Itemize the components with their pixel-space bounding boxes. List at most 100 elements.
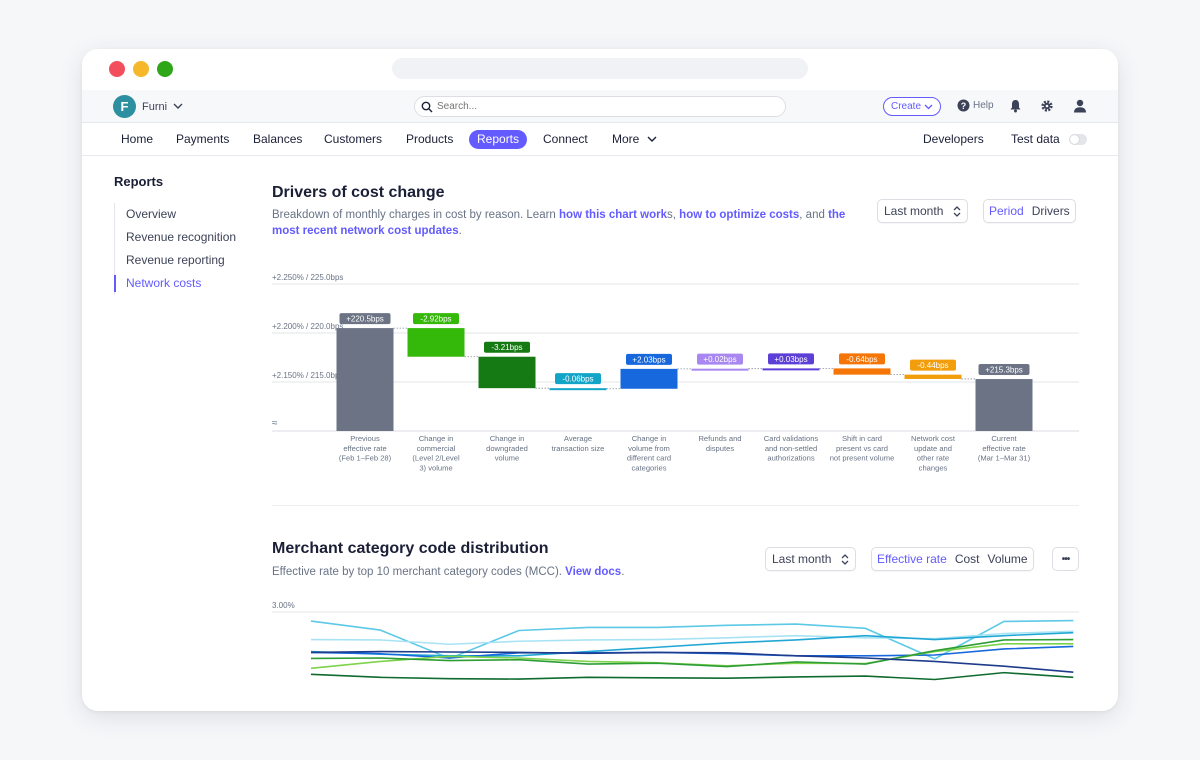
waterfall-bar (762, 368, 820, 371)
close-window-button[interactable] (109, 61, 125, 77)
bell-icon[interactable] (1009, 99, 1022, 113)
nav-balances[interactable]: Balances (253, 132, 303, 146)
search-box[interactable] (414, 96, 786, 117)
nav-customers[interactable]: Customers (324, 132, 383, 146)
drivers-desc-text: Breakdown of monthly charges in cost by … (272, 209, 560, 221)
nav-more-label: More (612, 132, 640, 146)
mcc-period-value: Last month (772, 552, 832, 566)
data-label: -0.44bps (917, 361, 948, 370)
sidebar-item-network-costs[interactable]: Network costs (114, 272, 244, 295)
x-category-label: volume from (628, 444, 670, 453)
drivers-period-select[interactable]: Last month (877, 199, 969, 223)
mcc-description: Effective rate by top 10 merchant catego… (272, 564, 624, 580)
nav-connect[interactable]: Connect (543, 132, 588, 146)
toggle-effective-rate[interactable]: Effective rate (877, 552, 947, 566)
create-button[interactable]: Create (883, 97, 942, 116)
x-category-label: Previous (350, 434, 380, 443)
more-options-icon: ••• (1061, 553, 1070, 565)
gear-icon[interactable] (1040, 99, 1054, 113)
nav-developers[interactable]: Developers (923, 132, 984, 146)
data-label: +2.03bps (632, 355, 665, 364)
chart-works-link[interactable]: how this chart work (559, 209, 668, 221)
sidebar-item-overview[interactable]: Overview (126, 207, 177, 221)
data-label: -0.06bps (562, 375, 593, 384)
updown-chevron-icon (953, 205, 961, 217)
main-nav: Home Payments Balances Customers Product… (82, 123, 1118, 156)
search-input[interactable] (437, 101, 737, 112)
x-category-label: Average (564, 434, 592, 443)
minimize-window-button[interactable] (133, 61, 149, 77)
address-bar[interactable] (392, 58, 808, 79)
x-category-label: commercial (417, 444, 456, 453)
waterfall-bar (975, 379, 1033, 431)
chevron-down-icon (173, 103, 183, 109)
waterfall-bar (336, 328, 394, 431)
help-button[interactable]: ? Help (957, 99, 994, 112)
maximize-window-button[interactable] (157, 61, 173, 77)
x-category-label: update and (914, 444, 952, 453)
series-line (310, 631, 1074, 657)
account-switcher[interactable]: F Furni (113, 95, 183, 118)
account-avatar: F (113, 95, 136, 118)
user-icon[interactable] (1073, 99, 1087, 113)
x-category-label: 3) volume (419, 463, 452, 472)
y-tick-label: +2.200% / 220.0bps (272, 322, 343, 331)
nav-products[interactable]: Products (406, 132, 454, 146)
data-label: -2.92bps (420, 315, 451, 324)
x-category-label: changes (919, 463, 948, 472)
drivers-desc-text: s, (667, 209, 680, 221)
search-icon (421, 101, 433, 112)
data-label-badge (768, 353, 814, 365)
section-divider (272, 505, 1079, 506)
x-category-label: effective rate (343, 444, 386, 453)
toggle-drivers[interactable]: Drivers (1031, 204, 1070, 218)
series-line (310, 630, 1074, 646)
waterfall-bar (691, 368, 749, 371)
network-cost-updates-link[interactable]: the most recent network cost updates (272, 209, 846, 237)
x-category-label: Network cost (911, 434, 956, 443)
nav-more[interactable]: More (604, 130, 665, 149)
series-line (310, 650, 1074, 673)
help-icon: ? (957, 99, 970, 112)
x-category-label: transaction size (552, 444, 605, 453)
mcc-period-select[interactable]: Last month (765, 547, 857, 571)
sidebar-item-revenue-recognition[interactable]: Revenue recognition (126, 230, 237, 244)
data-label: +220.5bps (346, 315, 384, 324)
toggle-period[interactable]: Period (989, 204, 1024, 218)
x-category-label: other rate (917, 454, 950, 463)
x-category-label: volume (495, 454, 519, 463)
x-category-label: Change in (632, 434, 667, 443)
nav-home[interactable]: Home (121, 132, 154, 146)
create-button-label: Create (891, 101, 922, 112)
y-tick-label: 3.00% (272, 601, 295, 610)
sidebar-item-revenue-reporting[interactable]: Revenue reporting (126, 253, 225, 267)
svg-text:?: ? (961, 101, 967, 111)
waterfall-bar (833, 368, 891, 375)
x-category-label: authorizations (767, 454, 814, 463)
optimize-costs-link[interactable]: how to optimize costs (679, 209, 800, 221)
nav-payments[interactable]: Payments (176, 132, 230, 146)
waterfall-bar (904, 374, 962, 379)
mcc-desc-end: . (621, 566, 625, 578)
data-label-badge (339, 313, 391, 325)
series-line (310, 638, 1074, 668)
toggle-cost[interactable]: Cost (954, 552, 980, 566)
top-bar: F Furni Create ? Help (82, 90, 1118, 123)
series-line (310, 671, 1074, 681)
window-titlebar (82, 49, 1118, 90)
toggle-volume[interactable]: Volume (987, 552, 1028, 566)
x-category-label: not present volume (830, 454, 895, 463)
data-label-badge (626, 353, 672, 365)
chevron-down-icon (647, 136, 657, 142)
mcc-line-chart: 3.00% (272, 601, 1079, 681)
help-label: Help (973, 100, 994, 111)
view-docs-link[interactable]: View docs (565, 566, 622, 578)
test-data-toggle[interactable] (1069, 134, 1087, 145)
data-label-badge (413, 313, 459, 325)
axis-break-icon: ≈ (272, 418, 278, 429)
nav-reports[interactable]: Reports (469, 130, 528, 149)
x-category-label: Card validations (764, 434, 819, 443)
data-label-badge (697, 353, 743, 365)
waterfall-bar (620, 368, 678, 389)
more-options-button[interactable]: ••• (1052, 547, 1079, 571)
